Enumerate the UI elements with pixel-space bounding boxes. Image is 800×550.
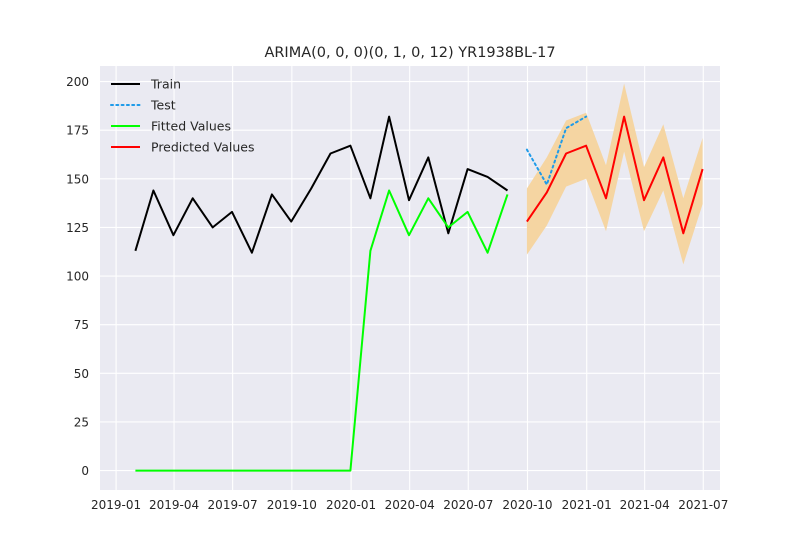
x-tick-label: 2019-04 [149,498,199,512]
series-line-fitted-values [135,189,509,472]
series-line-test [525,115,588,186]
x-tick-label: 2019-07 [208,498,258,512]
x-tick-label: 2021-01 [562,498,612,512]
series-lines [134,115,704,472]
x-tick-label: 2020-04 [385,498,435,512]
axis-ticks: 2019-01 2019-04 2019-07 2019-10 2020-01 2020-… [66,75,728,512]
confidence-band [526,83,703,265]
x-tick-label: 2020-07 [443,498,493,512]
y-tick-label: 100 [66,270,89,284]
chart-title: ARIMA(0, 0, 0)(0, 1, 0, 12) YR1938BL-17 [264,45,555,61]
legend-label-train: Train [150,77,181,92]
legend-label-fitted-values: Fitted Values [151,119,231,134]
x-tick-label: 2019-10 [267,498,317,512]
x-tick-label: 2021-07 [678,498,728,512]
y-tick-label: 150 [66,172,89,186]
x-tick-label: 2020-01 [326,498,376,512]
y-tick-label: 25 [74,415,89,429]
legend: Train Test Fitted Values Predicted Values [110,77,255,155]
series-line-predicted-values [526,115,704,235]
y-tick-label: 200 [66,75,89,89]
y-tick-label: 0 [81,464,89,478]
x-tick-label: 2020-10 [502,498,552,512]
y-tick-label: 50 [74,367,89,381]
y-tick-label: 175 [66,124,89,138]
x-tick-label: 2019-01 [91,498,141,512]
confidence-interval-area [526,83,703,265]
x-tick-label: 2021-04 [620,498,670,512]
legend-label-predicted-values: Predicted Values [151,140,255,155]
series-line-train [134,115,509,254]
legend-label-test: Test [150,98,176,113]
y-tick-label: 75 [74,318,89,332]
y-tick-label: 125 [66,221,89,235]
